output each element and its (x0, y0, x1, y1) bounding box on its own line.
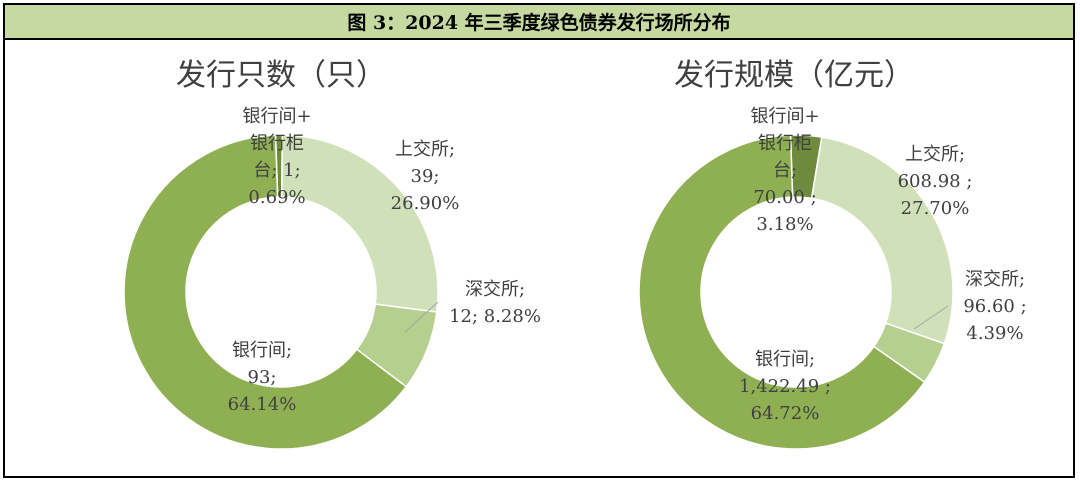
data-label-1: 银行间+银行柜台; 70.00 ; 3.18% (750, 106, 819, 235)
figure-frame: 图 3：2024 年三季度绿色债券发行场所分布 发行只数（只） 银行间+银行柜台;… (3, 3, 1075, 478)
data-label-3: 深交所; 12; 8.28% (449, 279, 541, 327)
donut-slice-2 (810, 136, 954, 345)
donut-slice-2 (281, 134, 439, 313)
donut-charts: 发行只数（只） 银行间+银行柜台; 1; 0.69% 上交所; 39; 26.90% 深交所… (123, 58, 1027, 450)
chart-title: 发行规模（亿元） (674, 58, 914, 93)
leader-line (913, 305, 949, 330)
data-label-2: 上交所; 39; 26.90% (391, 139, 460, 214)
data-label-1: 银行间+银行柜台; 1; 0.69% (242, 106, 311, 208)
donut-chart-1: 发行只数（只） 银行间+银行柜台; 1; 0.69% 上交所; 39; 26.90% 深交所… (123, 58, 541, 450)
data-label-4: 银行间; 93; 64.14% (228, 340, 297, 415)
data-label-3: 深交所; 96.60 ; 4.39% (963, 269, 1026, 344)
donut-slice-4 (123, 134, 408, 450)
chart-title: 发行只数（只） (176, 58, 386, 93)
donut-chart-2: 发行规模（亿元） 银行间+银行柜台; 70.00 ; 3.18% 上交所; 608.98 … (638, 58, 1027, 450)
figure-title: 图 3：2024 年三季度绿色债券发行场所分布 (5, 5, 1073, 40)
leader-line (404, 301, 439, 333)
donut-slice-4 (638, 134, 926, 450)
data-label-2: 上交所; 608.98 ; 27.70% (898, 144, 973, 219)
data-label-4: 银行间; 1,422.49 ; 64.72% (739, 349, 831, 424)
